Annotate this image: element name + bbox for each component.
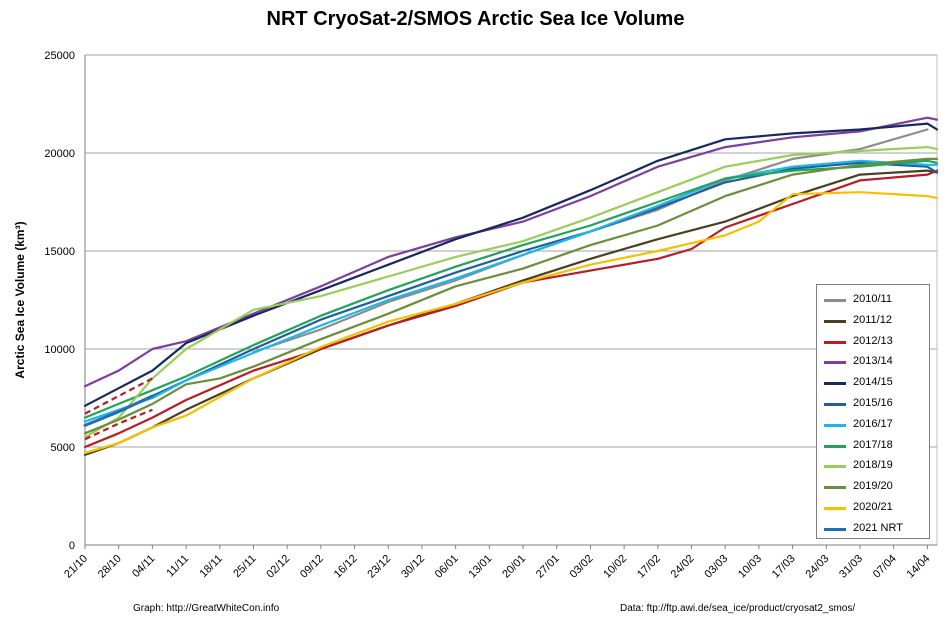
y-tick-label: 0: [69, 540, 75, 552]
x-tick-label: 20/01: [500, 553, 528, 581]
legend-item: 2015/16: [817, 393, 929, 415]
legend-swatch: [824, 465, 846, 469]
series-line-2018-19: [83, 146, 939, 439]
y-axis-label: Arctic Sea Ice Volume (km³): [13, 221, 27, 378]
legend-label: 2016/17: [853, 417, 893, 430]
y-tick-label: 10000: [44, 344, 75, 356]
series-line-2013-14: [83, 116, 939, 388]
legend-swatch: [824, 486, 846, 490]
legend-label: 2021 NRT: [853, 521, 903, 534]
chart-title: NRT CryoSat-2/SMOS Arctic Sea Ice Volume: [266, 8, 685, 30]
x-tick-label: 02/12: [264, 553, 292, 581]
series-line-2012-13: [83, 169, 939, 449]
y-tick-label: 15000: [44, 246, 75, 258]
legend-item: 2012/13: [817, 331, 929, 353]
x-tick-label: 07/04: [871, 553, 899, 581]
legend-swatch: [824, 403, 846, 406]
legend-label: 2018/19: [853, 459, 893, 472]
legend-label: 2017/18: [853, 438, 893, 451]
legend-item: 2019/20: [817, 476, 929, 498]
legend-swatch: [824, 527, 846, 531]
dashed-line-0: [84, 377, 153, 415]
series-line-2016-17: [83, 159, 939, 423]
series-line-2011-12: [83, 169, 939, 456]
legend-item: 2017/18: [817, 435, 929, 457]
x-tick-label: 16/12: [332, 553, 360, 581]
legend-swatch: [824, 299, 846, 302]
legend-label: 2014/15: [853, 376, 893, 389]
series-line-2014-15: [83, 122, 939, 407]
x-tick-label: 06/01: [433, 553, 461, 581]
legend-label: 2020/21: [853, 501, 893, 513]
legend-label: 2019/20: [853, 480, 893, 493]
legend-item: 2013/14: [817, 351, 929, 373]
x-tick-label: 03/02: [568, 553, 596, 581]
legend-item: 2011/12: [817, 310, 929, 332]
legend: 2010/11 2011/12 2012/13 2013/14 2014/15 2015/…: [816, 284, 930, 539]
y-tick-label: 5000: [51, 442, 75, 454]
x-tick-label: 24/02: [669, 553, 697, 581]
x-tick-label: 21/10: [62, 553, 90, 581]
legend-item: 2020/21: [817, 497, 929, 519]
legend-item: 2016/17: [817, 414, 929, 436]
legend-item: 2014/15: [817, 372, 929, 394]
x-axis: 21/10 28/10 04/11 11/11 18/11 25/11 02/12 09/12…: [62, 544, 937, 581]
footer-source: Data: ftp://ftp.awi.de/sea_ice/product/c…: [620, 603, 856, 614]
y-axis: 0 5000 10000 15000 20000 25000: [44, 50, 86, 552]
plot-area: [84, 54, 938, 546]
x-tick-label: 17/02: [635, 553, 663, 581]
legend-swatch: [824, 361, 846, 365]
dashed-line-1: [84, 408, 153, 441]
legend-label: 2015/16: [853, 397, 893, 409]
x-tick-label: 10/02: [601, 553, 629, 581]
x-tick-label: 13/01: [467, 553, 495, 581]
x-tick-label: 18/11: [198, 553, 225, 580]
legend-swatch: [824, 319, 846, 323]
legend-swatch: [824, 444, 846, 448]
y-tick-label: 25000: [44, 50, 75, 62]
legend-item: 2010/11: [817, 289, 929, 311]
legend-swatch: [824, 423, 846, 427]
series-line-2020-21: [83, 191, 939, 454]
x-tick-label: 03/03: [702, 553, 730, 581]
legend-label: 2011/12: [853, 313, 892, 326]
x-tick-label: 11/11: [164, 553, 191, 580]
x-tick-label: 17/03: [770, 553, 798, 581]
series-lines: [83, 116, 939, 456]
legend-label: 2010/11: [853, 293, 892, 305]
legend-label: 2012/13: [853, 334, 893, 347]
series-line-2021-nrt: [83, 394, 154, 427]
series-line-2019-20: [83, 157, 939, 435]
x-tick-label: 14/04: [905, 553, 933, 581]
x-tick-label: 04/11: [130, 553, 157, 580]
x-tick-label: 10/03: [736, 553, 764, 581]
x-tick-label: 25/11: [231, 553, 258, 580]
series-line-2015-16: [83, 161, 939, 427]
legend-label: 2013/14: [853, 355, 893, 368]
x-tick-label: 23/12: [365, 553, 393, 581]
legend-swatch: [824, 340, 846, 344]
x-tick-label: 28/10: [96, 553, 124, 581]
footer-credit: Graph: http://GreatWhiteCon.info: [133, 603, 280, 614]
y-tick-label: 20000: [44, 148, 75, 160]
x-tick-label: 30/12: [399, 553, 427, 581]
x-tick-label: 31/03: [837, 553, 865, 581]
grid: [84, 54, 938, 546]
legend-item: 2021 NRT: [817, 518, 929, 540]
x-tick-label: 27/01: [534, 553, 562, 581]
legend-swatch: [824, 382, 846, 386]
legend-item: 2018/19: [817, 455, 929, 477]
x-tick-label: 09/12: [298, 553, 326, 581]
x-tick-label: 24/03: [803, 553, 831, 581]
legend-swatch: [824, 507, 846, 510]
